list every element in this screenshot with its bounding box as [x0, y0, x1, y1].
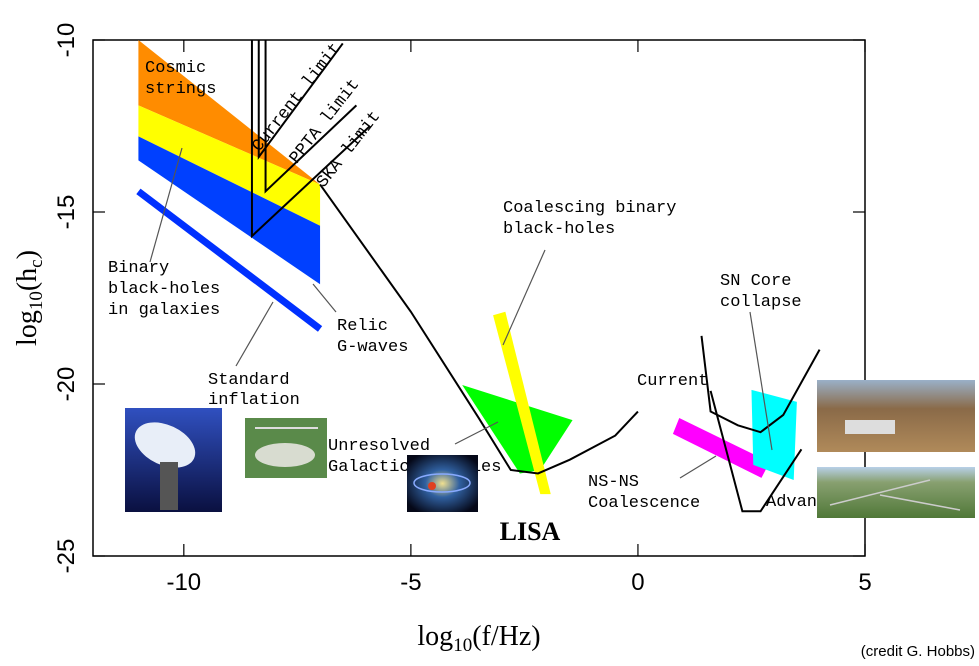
arrow	[454, 421, 499, 445]
plot-frame	[92, 39, 866, 557]
annotation: in galaxies	[108, 301, 220, 320]
y-tick-label: -25	[53, 539, 80, 574]
y-axis-title-part: (h	[12, 268, 43, 291]
annotation: Coalescence	[588, 494, 700, 513]
arrow	[312, 283, 337, 313]
annotation: G-waves	[337, 338, 408, 357]
photos	[125, 380, 975, 518]
series-line	[257, 40, 344, 160]
photo-ligo-livingston	[817, 467, 975, 518]
series-line	[700, 335, 821, 434]
region	[493, 311, 551, 495]
annotation: black-holes	[503, 220, 615, 239]
annotation: SN Core	[720, 272, 791, 291]
annotations: Cosmic strings Binary black-holes in galaxie…	[108, 59, 802, 513]
series-label: Standard inflation	[208, 371, 300, 410]
arrow	[679, 455, 717, 479]
series-line	[250, 40, 371, 239]
arrow	[502, 249, 546, 346]
arrow	[235, 301, 274, 367]
photo-galaxy	[407, 455, 478, 512]
annotation: Relic	[337, 317, 388, 336]
y-axis-title-part: )	[12, 250, 43, 259]
region	[138, 40, 321, 185]
credit: (credit G. Hobbs)	[861, 643, 975, 660]
region	[138, 105, 321, 226]
annotation: Unresolved	[328, 437, 430, 456]
x-axis-title-part: (f/Hz)	[472, 621, 540, 652]
y-axis-title-part: log	[12, 310, 43, 346]
y-axis-title-part: 10	[26, 291, 47, 310]
series-line	[319, 183, 639, 475]
annotation: black-holes	[108, 280, 220, 299]
photo-dish	[125, 408, 222, 512]
y-tick-label: -15	[53, 195, 80, 230]
label-word: inflation	[208, 391, 300, 410]
y-axis-title-part: c	[26, 259, 47, 267]
x-axis-title: log10(f/Hz)	[417, 621, 540, 656]
region	[462, 385, 573, 474]
annotation: collapse	[720, 293, 802, 312]
annotation: strings	[145, 80, 216, 99]
annotation: Binary	[108, 259, 169, 278]
x-axis-title-part: log	[417, 621, 453, 652]
arrows	[149, 147, 773, 479]
y-tick-label: -20	[53, 367, 80, 402]
x-tick-label: 0	[631, 569, 644, 596]
label-word: Standard	[208, 371, 290, 390]
arrow	[749, 311, 773, 451]
photo-arecibo	[245, 418, 327, 478]
series-label: Current	[637, 372, 708, 391]
x-tick-label: 5	[858, 569, 871, 596]
region	[138, 136, 321, 285]
arrow	[149, 147, 183, 263]
series-line	[136, 188, 323, 332]
y-axis-title: log10(hc)	[12, 250, 47, 346]
series-label: LISA	[500, 517, 561, 546]
annotation: NS-NS	[588, 473, 639, 492]
annotation: Cosmic	[145, 59, 206, 78]
series-line	[709, 390, 803, 513]
regions	[138, 40, 797, 495]
x-tick-label: -10	[166, 569, 201, 596]
series-line	[264, 40, 358, 194]
y-tick-label: -10	[53, 23, 80, 58]
photo-ligo-hanford	[817, 380, 975, 452]
region	[672, 418, 770, 478]
x-axis-title-part: 10	[453, 635, 472, 656]
x-tick-label: -5	[400, 569, 421, 596]
annotation: Coalescing binary	[503, 199, 676, 218]
